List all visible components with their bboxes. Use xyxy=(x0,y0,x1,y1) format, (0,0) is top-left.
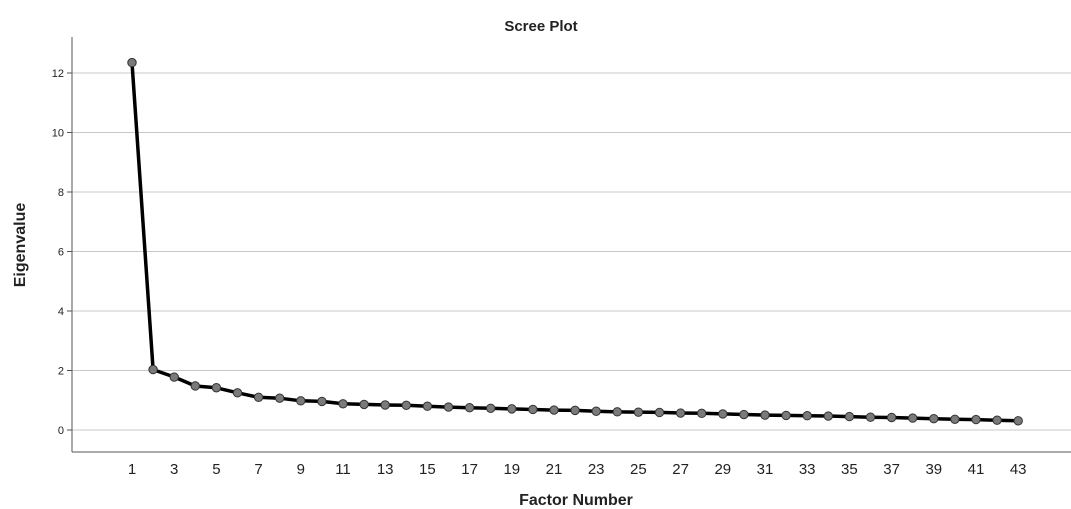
data-point xyxy=(190,381,201,391)
y-axis-title: Eigenvalue xyxy=(12,203,29,288)
y-tick-label: 6 xyxy=(58,247,64,259)
x-tick-labels: 1 3 5 7 9 11 13 15 17 19 21 23 25 27 29 31 33 35 37 39 41 43 xyxy=(128,461,1027,478)
data-point xyxy=(760,410,770,420)
axes xyxy=(67,37,1071,453)
x-tick-label: 7 xyxy=(254,461,262,478)
data-point xyxy=(338,399,348,409)
data-point xyxy=(443,402,454,412)
data-point xyxy=(570,405,580,416)
x-tick-label: 23 xyxy=(588,461,605,478)
data-point xyxy=(401,400,411,411)
data-point xyxy=(359,399,369,410)
x-tick-label: 33 xyxy=(799,461,816,478)
y-tick-labels: 0 2 4 6 8 10 12 xyxy=(52,68,64,437)
x-tick-label: 13 xyxy=(377,461,394,478)
data-point xyxy=(380,400,390,410)
data-point xyxy=(675,408,686,418)
x-tick-label: 25 xyxy=(630,461,647,478)
x-tick-label: 9 xyxy=(297,461,305,478)
data-point xyxy=(865,412,876,422)
data-point xyxy=(950,414,960,424)
data-point xyxy=(464,402,475,413)
data-point xyxy=(296,396,306,406)
data-point xyxy=(781,410,791,421)
x-tick-label: 41 xyxy=(968,461,985,478)
x-tick-label: 3 xyxy=(170,461,178,478)
x-axis-title: Factor Number xyxy=(519,492,633,509)
data-point xyxy=(971,414,981,425)
data-point xyxy=(232,388,243,398)
data-point xyxy=(823,411,833,421)
data-point xyxy=(654,407,665,418)
y-tick-label: 2 xyxy=(58,366,64,378)
data-point xyxy=(211,383,222,393)
data-point xyxy=(633,407,644,417)
data-point xyxy=(275,393,285,403)
data-point xyxy=(253,392,264,402)
x-tick-label: 29 xyxy=(714,461,731,478)
x-tick-label: 27 xyxy=(672,461,689,478)
x-tick-label: 5 xyxy=(212,461,220,478)
data-point xyxy=(612,407,622,417)
data-point xyxy=(549,405,559,415)
x-tick-label: 15 xyxy=(419,461,436,478)
data-point xyxy=(718,409,728,419)
data-point xyxy=(929,413,939,424)
data-point xyxy=(317,396,327,407)
data-point xyxy=(422,401,433,411)
y-tick-label: 12 xyxy=(52,68,64,80)
data-point xyxy=(507,404,517,414)
chart-title: Scree Plot xyxy=(504,18,577,35)
data-point xyxy=(127,57,137,68)
data-point xyxy=(992,415,1002,425)
x-tick-label: 21 xyxy=(546,461,563,478)
data-point xyxy=(528,404,538,415)
x-tick-label: 35 xyxy=(841,461,858,478)
data-point xyxy=(486,403,496,413)
data-point xyxy=(169,372,179,382)
data-point xyxy=(802,411,812,421)
x-tick-label: 31 xyxy=(757,461,774,478)
data-point xyxy=(591,406,601,416)
data-point xyxy=(697,408,707,419)
x-tick-label: 17 xyxy=(461,461,478,478)
grid-lines xyxy=(72,72,1071,431)
x-tick-label: 43 xyxy=(1010,461,1027,478)
data-point xyxy=(886,412,897,423)
data-point xyxy=(739,409,749,420)
x-tick-label: 39 xyxy=(925,461,942,478)
x-tick-label: 19 xyxy=(503,461,520,478)
data-point xyxy=(1013,416,1023,426)
data-point xyxy=(844,411,855,422)
data-point xyxy=(148,364,158,375)
data-point xyxy=(908,413,918,423)
series-eigenvalue xyxy=(127,57,1023,426)
y-tick-label: 10 xyxy=(52,128,64,140)
y-tick-label: 4 xyxy=(58,306,64,318)
x-tick-label: 37 xyxy=(883,461,900,478)
y-tick-label: 0 xyxy=(58,425,64,437)
x-tick-label: 11 xyxy=(335,461,351,478)
y-tick-label: 8 xyxy=(58,187,64,199)
x-tick-label: 1 xyxy=(128,461,136,478)
series-line xyxy=(130,62,1019,423)
